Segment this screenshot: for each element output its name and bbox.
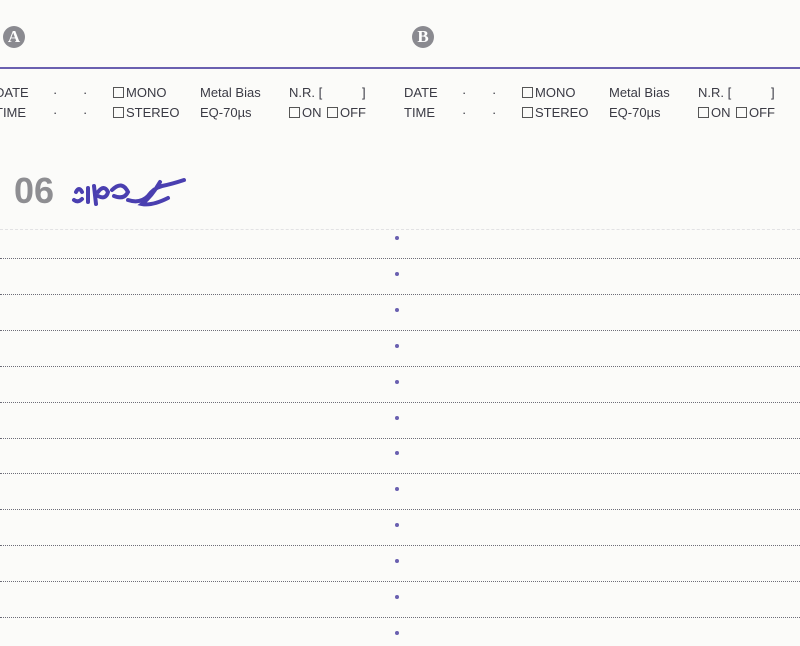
track-line[interactable] — [0, 437, 800, 439]
track-line[interactable] — [0, 258, 800, 259]
stereo-checkbox[interactable]: STEREO — [522, 105, 588, 120]
nr-on-checkbox[interactable]: ON — [289, 105, 322, 120]
time-sep: · — [492, 105, 497, 120]
center-dot — [395, 523, 399, 528]
nr-off-checkbox[interactable]: OFF — [736, 105, 775, 120]
center-dot — [395, 236, 399, 240]
side-a-badge: A — [3, 26, 25, 48]
time-label: TIME — [0, 105, 27, 120]
track-line[interactable] — [0, 617, 800, 618]
time-sep: · — [462, 105, 467, 120]
center-dot — [395, 307, 399, 312]
track-line[interactable] — [0, 545, 800, 547]
track-line[interactable] — [0, 581, 800, 583]
nr-close: ] — [362, 85, 366, 100]
header-rule — [0, 67, 800, 69]
center-dot — [395, 415, 399, 420]
center-dot — [395, 379, 399, 384]
time-sep: · — [53, 105, 58, 120]
side-b-badge: B — [412, 26, 434, 48]
date-sep: · — [462, 85, 467, 100]
nr-label: N.R. [ — [698, 85, 732, 100]
mono-checkbox[interactable]: MONO — [522, 85, 575, 100]
date-sep: · — [83, 85, 88, 100]
date-label: DATE — [404, 85, 438, 100]
center-dot — [395, 487, 399, 492]
nr-off-checkbox[interactable]: OFF — [327, 105, 366, 120]
date-label: DATE — [0, 85, 29, 100]
bias-label: Metal Bias — [200, 85, 261, 100]
bias-label: Metal Bias — [609, 85, 670, 100]
nr-close: ] — [771, 85, 775, 100]
track-line[interactable] — [0, 401, 800, 403]
eq-label: EQ-70µs — [200, 105, 252, 120]
center-dot — [395, 271, 399, 276]
track-line[interactable] — [0, 329, 800, 331]
center-dot — [395, 595, 399, 599]
center-dot — [395, 559, 399, 564]
time-label: TIME — [404, 105, 436, 120]
center-dot — [395, 451, 399, 456]
center-dot — [395, 343, 399, 348]
track-line[interactable] — [0, 509, 800, 511]
track-line[interactable] — [0, 473, 800, 475]
tape-length: 06 — [14, 170, 55, 211]
date-sep: · — [492, 85, 497, 100]
nr-label: N.R. [ — [289, 85, 323, 100]
date-sep: · — [53, 85, 58, 100]
nr-on-checkbox[interactable]: ON — [698, 105, 731, 120]
time-sep: · — [83, 105, 88, 120]
center-dot — [395, 630, 399, 635]
eq-label: EQ-70µs — [609, 105, 661, 120]
section-divider — [0, 229, 800, 230]
stereo-checkbox[interactable]: STEREO — [113, 105, 179, 120]
handwritten-signature — [72, 178, 186, 207]
mono-checkbox[interactable]: MONO — [113, 85, 166, 100]
track-line[interactable] — [0, 365, 800, 367]
track-line[interactable] — [0, 293, 800, 295]
